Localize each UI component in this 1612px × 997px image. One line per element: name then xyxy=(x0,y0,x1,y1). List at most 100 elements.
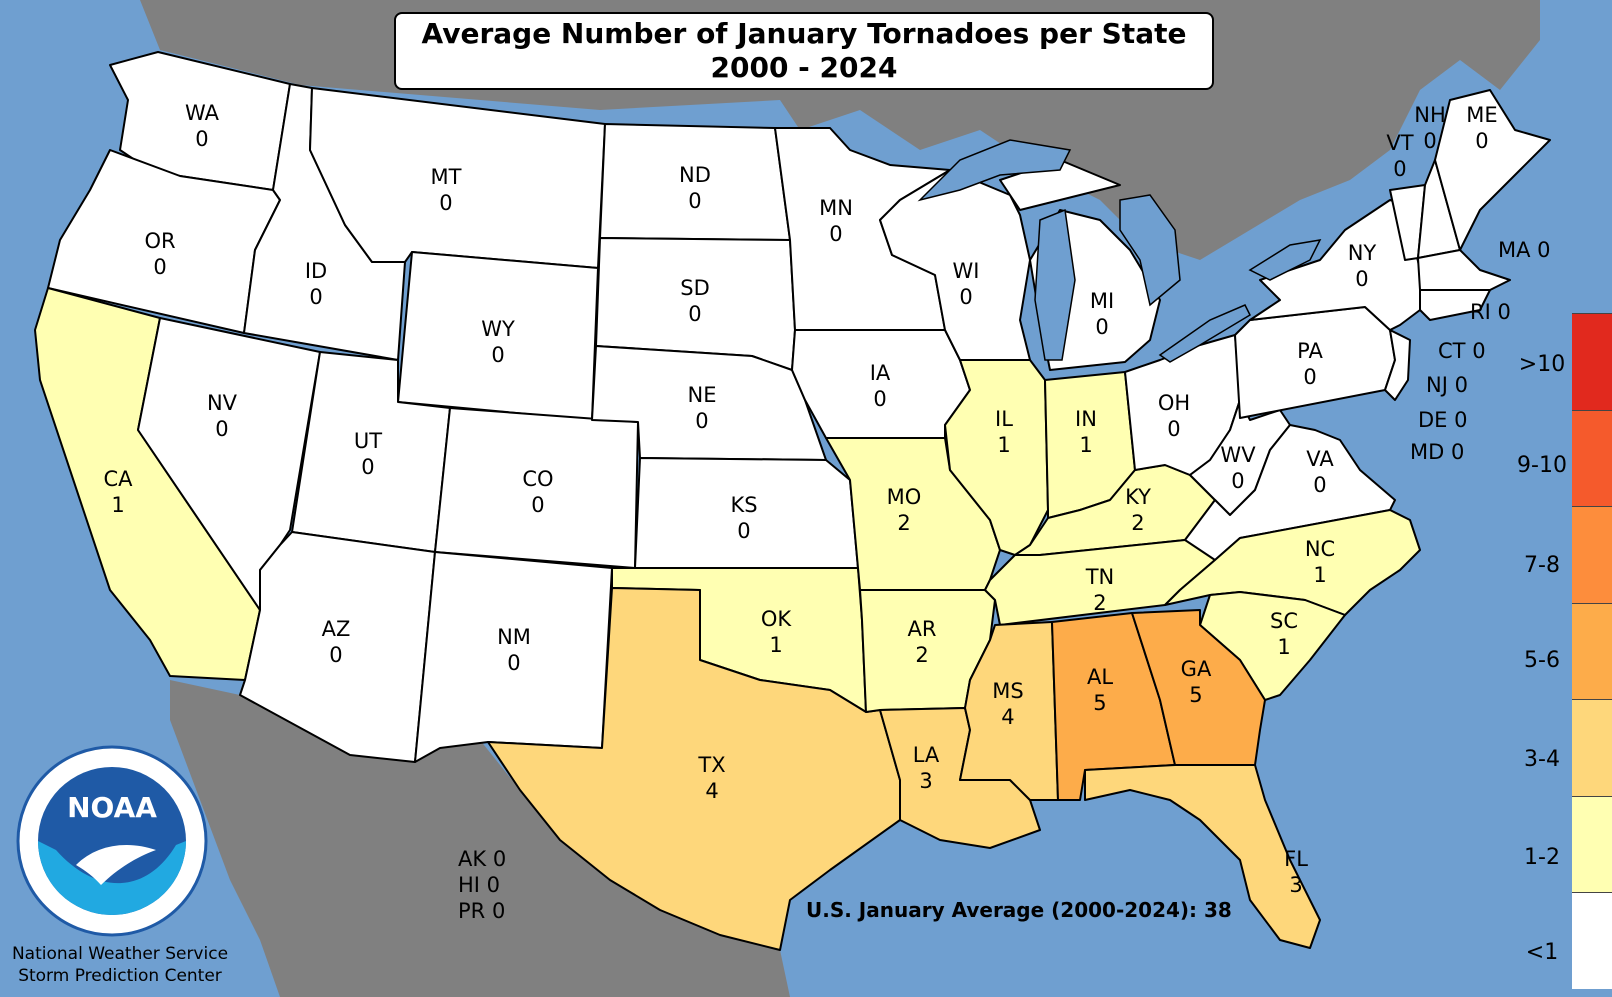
state-value: 0 xyxy=(1313,473,1327,497)
state-label-ga: GA 5 xyxy=(1181,656,1212,708)
state-value: 5 xyxy=(1189,683,1203,707)
state-label-nj: NJ 0 xyxy=(1426,372,1468,398)
state-abbr: CT xyxy=(1438,339,1466,363)
state-value: 1 xyxy=(1313,563,1327,587)
state-label-mn: MN 0 xyxy=(819,195,853,247)
state-ga xyxy=(1131,609,1266,766)
state-abbr: IA xyxy=(869,361,891,385)
legend-scale xyxy=(1572,313,1612,989)
state-label-de: DE 0 xyxy=(1418,407,1468,433)
state-value: 0 xyxy=(1454,408,1468,432)
state-value: 0 xyxy=(873,387,887,411)
state-label-ct: CT 0 xyxy=(1438,338,1486,364)
state-value: 0 xyxy=(309,285,323,309)
state-abbr: MS xyxy=(992,679,1024,703)
state-value: 0 xyxy=(1454,373,1468,397)
state-label-la: LA 3 xyxy=(913,742,940,794)
credit: National Weather Service Storm Predictio… xyxy=(6,943,234,987)
state-label-nh: NH 0 xyxy=(1414,102,1446,154)
state-abbr: MD xyxy=(1410,440,1445,464)
state-abbr: MA xyxy=(1498,238,1531,262)
state-abbr: ME xyxy=(1466,103,1498,127)
state-ma xyxy=(1417,249,1511,291)
legend-swatch-9-10 xyxy=(1572,409,1612,506)
title-line2: 2000 - 2024 xyxy=(710,51,898,84)
state-label-vt: VT 0 xyxy=(1386,130,1413,182)
state-label-ma: MA 0 xyxy=(1498,237,1551,263)
state-abbr: NJ xyxy=(1426,373,1448,397)
state-abbr: OR xyxy=(144,229,176,253)
state-label-ms: MS 4 xyxy=(992,678,1023,730)
territory-ak: AK 0 xyxy=(458,847,507,871)
legend-label-lt1: <1 xyxy=(1525,940,1559,965)
state-abbr: WY xyxy=(481,317,515,341)
state-value: 0 xyxy=(1537,238,1551,262)
legend-swatch-5-6 xyxy=(1572,602,1612,699)
state-ms xyxy=(959,621,1059,801)
state-abbr: CA xyxy=(103,467,133,491)
state-label-ri: RI 0 xyxy=(1470,299,1511,325)
noaa-logo-text: NOAA xyxy=(67,791,157,824)
credit-line1: National Weather Service xyxy=(11,944,229,964)
legend-label-1-2: 1-2 xyxy=(1524,845,1560,870)
state-label-ca: CA 1 xyxy=(103,466,132,518)
state-label-in: IN 1 xyxy=(1075,406,1097,458)
state-value: 0 xyxy=(153,255,167,279)
legend-label-gt10: >10 xyxy=(1518,352,1566,377)
state-abbr: NE xyxy=(687,383,717,407)
state-value: 0 xyxy=(1497,300,1511,324)
state-label-ia: IA 0 xyxy=(870,360,891,412)
legend-swatch-7-8 xyxy=(1572,506,1612,603)
state-label-mi: MI 0 xyxy=(1090,288,1114,340)
state-il xyxy=(944,359,1049,556)
state-abbr: WV xyxy=(1220,443,1256,467)
state-abbr: FL xyxy=(1284,847,1308,871)
state-value: 0 xyxy=(491,343,505,367)
state-abbr: LA xyxy=(912,743,940,767)
state-abbr: SD xyxy=(680,276,710,300)
title-line1: Average Number of January Tornadoes per … xyxy=(421,17,1187,50)
state-value: 0 xyxy=(1095,315,1109,339)
legend-label-7-8: 7-8 xyxy=(1524,553,1560,578)
state-abbr: ID xyxy=(304,259,328,283)
state-value: 0 xyxy=(531,493,545,517)
state-abbr: IN xyxy=(1075,407,1097,431)
state-me xyxy=(1434,89,1551,251)
state-label-md: MD 0 xyxy=(1410,439,1464,465)
state-abbr: KS xyxy=(730,493,758,517)
state-abbr: PA xyxy=(1297,339,1323,363)
state-va xyxy=(1184,424,1396,561)
state-nj xyxy=(1384,329,1411,401)
legend-label-5-6: 5-6 xyxy=(1524,648,1560,673)
legend-swatch-1-2 xyxy=(1572,795,1612,892)
state-value: 0 xyxy=(507,651,521,675)
state-abbr: OK xyxy=(760,607,792,631)
state-abbr: DE xyxy=(1418,408,1448,432)
state-abbr: GA xyxy=(1180,657,1212,681)
state-abbr: AL xyxy=(1086,665,1114,689)
state-value: 1 xyxy=(1277,635,1291,659)
state-label-tx: TX 4 xyxy=(698,752,725,804)
legend-swatch-lt1 xyxy=(1572,892,1612,989)
state-value: 2 xyxy=(1093,591,1107,615)
state-label-va: VA 0 xyxy=(1306,446,1333,498)
state-value: 3 xyxy=(919,769,933,793)
territory-pr: PR 0 xyxy=(458,899,506,923)
state-value: 0 xyxy=(361,455,375,479)
state-label-me: ME 0 xyxy=(1466,102,1497,154)
state-abbr: IL xyxy=(995,407,1013,431)
state-value: 1 xyxy=(769,633,783,657)
state-abbr: KY xyxy=(1125,485,1151,509)
map-title: Average Number of January Tornadoes per … xyxy=(394,12,1214,90)
state-fl xyxy=(1084,764,1321,949)
state-value: 5 xyxy=(1093,691,1107,715)
state-label-wi: WI 0 xyxy=(953,258,980,310)
lake-ontario xyxy=(1248,239,1322,281)
lake-erie xyxy=(1158,304,1251,363)
state-value: 0 xyxy=(829,222,843,246)
state-value: 0 xyxy=(688,189,702,213)
state-label-sd: SD 0 xyxy=(680,275,710,327)
state-label-mo: MO 2 xyxy=(887,484,922,536)
credit-line2: Storm Prediction Center xyxy=(18,966,222,986)
